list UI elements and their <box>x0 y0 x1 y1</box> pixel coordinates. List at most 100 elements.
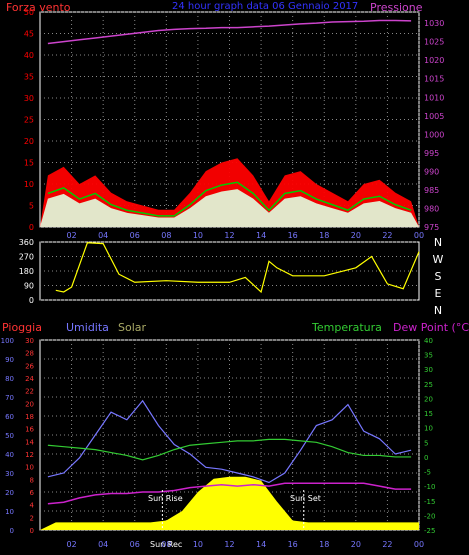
wind-tick-label: 5 <box>29 202 34 211</box>
direction-tick-label: 90 <box>24 282 34 291</box>
rain-tick-label: 18 <box>25 413 34 421</box>
pressure-tick-label: 975 <box>424 223 439 232</box>
pressure-tick-label: 1010 <box>424 93 444 102</box>
solar-series <box>40 476 419 530</box>
temp-tick-label: 0 <box>424 454 428 462</box>
pressure-tick-label: 1020 <box>424 56 444 65</box>
humidity-tick-label: 20 <box>5 489 14 497</box>
x-tick-label: 22 <box>382 231 392 240</box>
panel3-x-ticks: 02 04 06 08 10 12 14 16 18 20 22 00 <box>66 540 424 549</box>
wind-tick-label: 20 <box>24 137 34 146</box>
rain-tick-label: 4 <box>30 502 35 510</box>
rain-tick-label: 2 <box>30 514 34 522</box>
temperatura-label: Temperatura <box>311 321 382 334</box>
wind-axis-ticks: 0 5 10 15 20 25 30 35 40 45 50 <box>24 8 34 232</box>
temp-tick-label: 10 <box>424 425 433 433</box>
wind-tick-label: 30 <box>24 94 34 103</box>
wind-tick-label: 25 <box>24 116 34 125</box>
direction-series <box>55 242 420 294</box>
x-tick-label: 04 <box>98 540 108 549</box>
humidity-axis-ticks: 0 10 20 30 40 50 60 70 80 90 100 <box>1 337 14 535</box>
x-tick-label: 12 <box>224 231 234 240</box>
x-tick-label: 18 <box>319 540 329 549</box>
rain-tick-label: 20 <box>25 400 34 408</box>
compass-letter: W <box>433 253 444 266</box>
wind-tick-label: 10 <box>24 180 34 189</box>
rain-tick-label: 22 <box>25 388 34 396</box>
x-tick-label: 00 <box>414 231 424 240</box>
rain-tick-label: 14 <box>25 438 34 446</box>
panel1-left-label: Forza vento <box>6 1 71 14</box>
pioggia-label: Pioggia <box>2 321 42 334</box>
umidita-label: Umidita <box>66 321 109 334</box>
panel1-x-ticks: 02 04 06 08 10 12 14 16 18 20 22 00 <box>66 231 424 240</box>
solar-area <box>40 476 419 530</box>
temp-tick-label: 35 <box>424 352 433 360</box>
humidity-tick-label: 0 <box>10 527 14 535</box>
temp-tick-label: -15 <box>424 498 435 506</box>
humidity-tick-label: 80 <box>5 375 14 383</box>
dewpoint-line <box>47 482 412 505</box>
direction-tick-label: 180 <box>19 267 34 276</box>
temp-tick-label: 30 <box>424 366 433 374</box>
direction-line <box>55 242 420 294</box>
temp-tick-label: -25 <box>424 527 435 535</box>
pressure-line <box>47 19 412 45</box>
compass-letter: N <box>434 304 442 317</box>
rain-tick-label: 26 <box>25 362 34 370</box>
sun-markers: Sun Rise Sun Set Sun Rec <box>148 490 321 549</box>
wind-lull-area <box>40 189 419 227</box>
humidity-tick-label: 60 <box>5 413 14 421</box>
direction-tick-label: 0 <box>29 296 34 305</box>
sun-rec-label: Sun Rec <box>150 540 182 549</box>
pressure-axis-ticks: 975 980 985 990 995 1000 1005 1010 1015 1020 1025 1… <box>424 19 444 232</box>
x-tick-label: 02 <box>66 231 76 240</box>
humidity-tick-label: 30 <box>5 470 14 478</box>
humidity-tick-label: 70 <box>5 394 14 402</box>
x-tick-label: 14 <box>256 540 266 549</box>
rain-tick-label: 12 <box>25 451 34 459</box>
x-tick-label: 16 <box>288 540 298 549</box>
panel3-series <box>47 399 412 505</box>
temp-tick-label: -5 <box>424 469 431 477</box>
x-tick-label: 02 <box>66 540 76 549</box>
x-tick-label: 06 <box>130 231 140 240</box>
pressure-tick-label: 990 <box>424 167 439 176</box>
x-tick-label: 04 <box>98 231 108 240</box>
temp-tick-label: 15 <box>424 410 433 418</box>
humidity-line <box>47 399 412 484</box>
direction-axis-ticks: 0 90 180 270 360 <box>19 238 34 305</box>
pressure-tick-label: 980 <box>424 204 439 213</box>
humidity-tick-label: 40 <box>5 451 14 459</box>
rain-tick-label: 0 <box>30 527 34 535</box>
pressure-tick-label: 1000 <box>424 130 444 139</box>
sun-rise-label: Sun Rise <box>148 494 183 503</box>
panel1-right-label: Pressione <box>370 1 423 14</box>
rain-tick-label: 10 <box>25 464 34 472</box>
x-tick-label: 22 <box>382 540 392 549</box>
compass-letter: E <box>435 287 442 300</box>
pressure-tick-label: 985 <box>424 186 439 195</box>
panel2-grid <box>40 241 419 301</box>
temp-tick-label: -20 <box>424 512 435 520</box>
direction-tick-label: 270 <box>19 253 34 262</box>
dewpoint-label: Dew Point (°C) <box>393 321 469 334</box>
x-tick-label: 06 <box>130 540 140 549</box>
rain-tick-label: 16 <box>25 426 34 434</box>
humidity-tick-label: 50 <box>5 432 14 440</box>
rain-tick-label: 24 <box>25 375 34 383</box>
rain-tick-label: 8 <box>30 476 34 484</box>
wind-tick-label: 0 <box>29 223 34 232</box>
x-tick-label: 20 <box>351 231 361 240</box>
x-tick-label: 14 <box>256 231 266 240</box>
humidity-tick-label: 10 <box>5 508 14 516</box>
wind-tick-label: 50 <box>24 8 34 17</box>
x-tick-label: 12 <box>224 540 234 549</box>
humidity-tick-label: 100 <box>1 337 14 345</box>
chart-title: 24 hour graph data 06 Gennaio 2017 <box>172 1 358 12</box>
x-tick-label: 18 <box>319 231 329 240</box>
wind-tick-label: 15 <box>24 159 34 168</box>
